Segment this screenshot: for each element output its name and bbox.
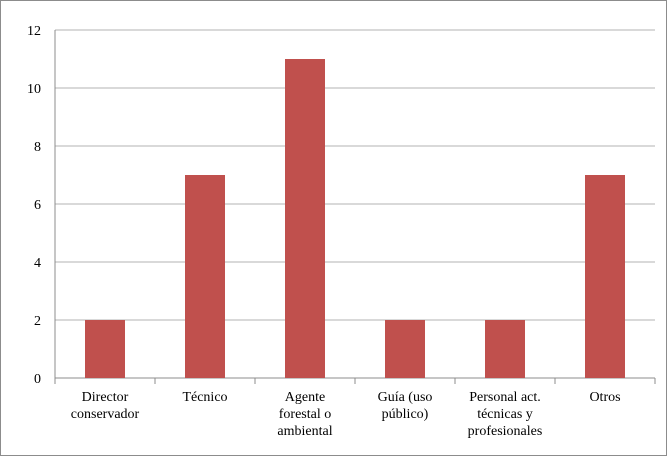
y-tick-label: 8: [34, 140, 41, 155]
x-tick-label: Otros: [589, 390, 620, 405]
bar: [285, 59, 325, 378]
bar: [485, 320, 525, 378]
bar: [385, 320, 425, 378]
x-tick-label: Personal act. técnicas y profesionales: [468, 390, 543, 439]
bar: [85, 320, 125, 378]
y-tick-label: 10: [27, 82, 41, 97]
y-tick-label: 2: [34, 314, 41, 329]
y-tick-label: 6: [34, 198, 41, 213]
x-tick-label: Técnico: [182, 390, 227, 405]
x-tick-label: Director conservador: [71, 390, 140, 422]
y-tick-label: 0: [34, 372, 41, 387]
bar: [185, 175, 225, 378]
y-tick-label: 4: [34, 256, 41, 271]
x-tick-label: Guía (uso público): [378, 390, 433, 422]
y-tick-label: 12: [27, 24, 41, 39]
x-tick-label: Agente forestal o ambiental: [277, 390, 332, 439]
bar: [585, 175, 625, 378]
